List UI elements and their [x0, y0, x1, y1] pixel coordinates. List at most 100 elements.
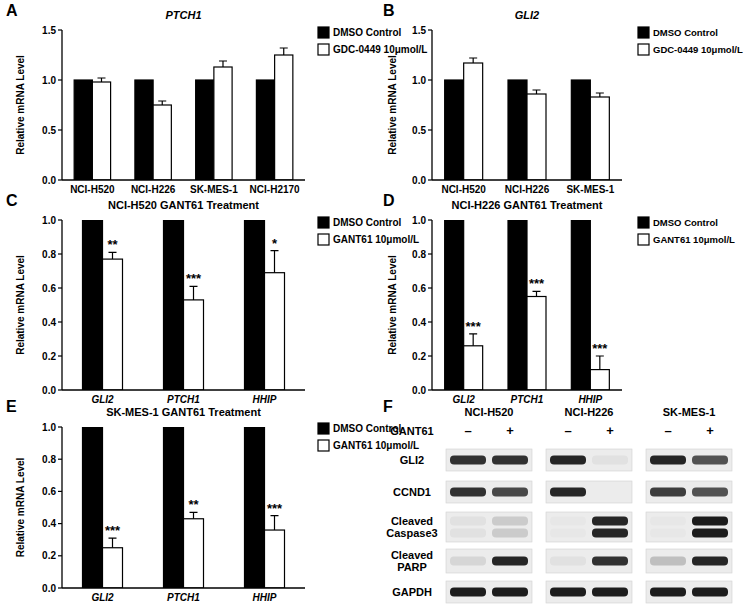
- tick-label: 0.6: [42, 283, 56, 294]
- tick: [58, 29, 62, 30]
- bar: [265, 273, 285, 390]
- panel: D NCI-H226 GANT61 Treatment Relative mRNA …: [383, 192, 735, 405]
- tick: [58, 587, 62, 588]
- tick-label: 0.6: [42, 486, 56, 497]
- error-bar: [469, 334, 477, 346]
- tick-label: 0.8: [42, 249, 56, 260]
- tick-label: 1.5: [42, 25, 56, 36]
- legend-label: DMSO Control: [333, 217, 402, 228]
- category-label: PTCH1: [167, 394, 200, 405]
- lane-sign: –: [464, 423, 471, 438]
- lane-sign: +: [606, 423, 614, 438]
- significance: ***: [466, 319, 482, 334]
- legend-swatch: [638, 27, 649, 38]
- tick: [428, 29, 432, 30]
- tick-label: 0.2: [42, 550, 56, 561]
- bar: [445, 80, 464, 180]
- tick: [428, 129, 432, 130]
- tick-label: 0.0: [42, 175, 56, 186]
- y-axis-label: Relative mRNA Level: [387, 255, 398, 355]
- legend-swatch: [318, 44, 329, 55]
- row-label: CleavedPARP: [391, 549, 433, 573]
- legend-swatch: [318, 27, 329, 38]
- blot-strip: [446, 512, 532, 542]
- bar: [464, 63, 483, 180]
- legend-label: GDC-0449 10μmol/L: [653, 44, 743, 55]
- band: [450, 488, 486, 497]
- tick: [58, 523, 62, 524]
- bar: [590, 97, 609, 180]
- category-label: NCI-H226: [505, 184, 550, 195]
- category-label: NCI-H226: [131, 184, 176, 195]
- legend-label: GANT61 10μmol/L: [333, 440, 419, 451]
- bar: [508, 220, 527, 390]
- blot-strip: [646, 449, 732, 471]
- band: [450, 456, 486, 465]
- x-axis: [62, 179, 305, 180]
- bar: [103, 259, 123, 390]
- error-bar: [271, 516, 279, 530]
- bar: [464, 346, 483, 390]
- error-bar: [190, 286, 198, 300]
- tick-label: 0.5: [412, 125, 426, 136]
- error-bar: [533, 90, 541, 94]
- band: [650, 456, 686, 465]
- category-label: GLI2: [91, 592, 114, 603]
- tick-label: 0.8: [412, 249, 426, 260]
- band: [650, 588, 686, 597]
- category-label: NCI-H2170: [250, 184, 300, 195]
- band: [550, 588, 586, 597]
- bars: [83, 427, 285, 588]
- y-axis-label: Relative mRNA Level: [15, 255, 26, 355]
- figure: APTCH1Relative mRNA Level0.00.51.01.5NCI…: [0, 0, 750, 605]
- row-label-line: GAPDH: [392, 586, 432, 598]
- tick-label: 0.4: [412, 317, 426, 328]
- row-label-line: PARP: [397, 561, 427, 573]
- bar: [196, 80, 214, 180]
- panel-label: D: [383, 192, 395, 209]
- band: [450, 588, 486, 597]
- bar: [184, 300, 204, 390]
- bar: [527, 297, 546, 391]
- row-label-line: Cleaved: [391, 549, 433, 561]
- bar: [508, 80, 527, 180]
- significance: ***: [105, 523, 121, 538]
- bar: [527, 94, 546, 180]
- band: [692, 456, 728, 465]
- tick-label: 1.0: [42, 422, 56, 433]
- row-label-line: Cleaved: [391, 515, 433, 527]
- significance: ***: [592, 341, 608, 356]
- band: [692, 517, 728, 526]
- background: [0, 0, 750, 605]
- band: [592, 456, 628, 465]
- blot-strip: [546, 512, 632, 542]
- band: [592, 588, 628, 597]
- bar: [245, 220, 265, 390]
- tick-label: 0.4: [42, 317, 56, 328]
- panel: BGLI2Relative mRNA Level0.00.51.01.5NCI-…: [383, 2, 743, 195]
- band: [492, 517, 528, 526]
- band: [592, 557, 628, 566]
- tick: [58, 555, 62, 556]
- bar: [571, 80, 590, 180]
- bar: [245, 427, 265, 588]
- y-axis: [61, 220, 62, 390]
- bar: [103, 548, 123, 588]
- significance: ***: [267, 501, 283, 516]
- tick: [58, 219, 62, 220]
- panel: APTCH1Relative mRNA Level0.00.51.01.5NCI…: [6, 2, 427, 195]
- band: [492, 557, 528, 566]
- blot-strip: [646, 481, 732, 503]
- band: [592, 517, 628, 526]
- blot-strip: [546, 549, 632, 573]
- bars: [74, 48, 293, 180]
- tick: [58, 491, 62, 492]
- legend-label: GANT61 10μmol/L: [653, 234, 735, 245]
- tick-label: 0.0: [42, 583, 56, 594]
- panel: CNCI-H520 GANT61 TreatmentRelative mRNA …: [6, 192, 419, 405]
- legend-label: GANT61 10μmol/L: [333, 234, 419, 245]
- band: [450, 529, 486, 538]
- panel-label: C: [6, 192, 18, 209]
- title: NCI-H226 GANT61 Treatment: [452, 199, 603, 211]
- tick-label: 0.0: [412, 385, 426, 396]
